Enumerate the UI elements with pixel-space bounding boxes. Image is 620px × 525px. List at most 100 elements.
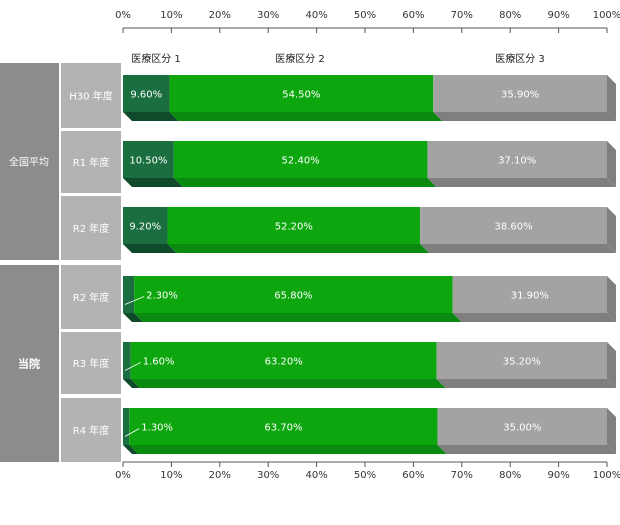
top-tick-label: 90% bbox=[547, 10, 569, 21]
row-label: R4 年度 bbox=[73, 424, 110, 437]
bar-segment-series-3 bbox=[420, 207, 607, 244]
bar-segment-bottom-series-1 bbox=[123, 112, 179, 121]
data-label-series-1: 9.60% bbox=[130, 90, 162, 101]
top-tick-label: 50% bbox=[354, 10, 376, 21]
group-panel bbox=[0, 63, 59, 260]
row-label-panel bbox=[61, 196, 121, 260]
legend-label-series-2: 医療区分 2 bbox=[275, 52, 325, 65]
bar-segment-bottom-series-3 bbox=[437, 445, 616, 454]
bar-segment-series-3 bbox=[436, 342, 607, 379]
bar-segment-series-2 bbox=[129, 408, 438, 445]
row-label: R1 年度 bbox=[73, 156, 110, 169]
bar-segment-series-1 bbox=[123, 75, 170, 112]
group-panel bbox=[0, 265, 59, 462]
bar-segment-bottom-series-2 bbox=[173, 178, 437, 187]
leader-line bbox=[124, 428, 140, 437]
bar-end-cap bbox=[607, 75, 616, 121]
bar-segment-bottom-series-3 bbox=[420, 244, 616, 253]
row-label-panel bbox=[61, 398, 121, 462]
top-tick-label: 60% bbox=[402, 10, 424, 21]
data-label-series-1: 9.20% bbox=[129, 222, 161, 233]
data-label-series-2: 63.20% bbox=[265, 357, 303, 368]
data-label-series-2: 52.40% bbox=[282, 156, 320, 167]
data-label-series-1: 2.30% bbox=[146, 291, 178, 302]
bar-segment-bottom-series-3 bbox=[452, 313, 616, 322]
group-label: 当院 bbox=[18, 357, 40, 371]
bottom-tick-label: 70% bbox=[451, 470, 473, 481]
bar-end-cap bbox=[607, 408, 616, 454]
bottom-tick-label: 30% bbox=[257, 470, 279, 481]
bar-segment-series-3 bbox=[433, 75, 607, 112]
data-label-series-2: 65.80% bbox=[274, 291, 312, 302]
bar-segment-series-3 bbox=[427, 141, 607, 178]
data-label-series-3: 37.10% bbox=[498, 156, 536, 167]
bar-end-cap bbox=[607, 342, 616, 388]
bottom-tick-label: 10% bbox=[160, 470, 182, 481]
data-label-series-1: 10.50% bbox=[129, 156, 167, 167]
bar-segment-series-2 bbox=[173, 141, 428, 178]
bar-segment-bottom-series-2 bbox=[167, 244, 430, 253]
legend-label-series-3: 医療区分 3 bbox=[495, 52, 545, 65]
bar-segment-series-3 bbox=[437, 408, 607, 445]
bar-end-cap bbox=[607, 207, 616, 253]
bar-segment-series-1 bbox=[123, 342, 131, 379]
row-label-panel bbox=[61, 63, 121, 128]
bar-segment-bottom-series-3 bbox=[427, 178, 616, 187]
data-label-series-2: 54.50% bbox=[282, 90, 320, 101]
top-tick-label: 0% bbox=[115, 10, 131, 21]
bar-segment-bottom-series-2 bbox=[169, 112, 443, 121]
bar-segment-bottom-series-1 bbox=[123, 178, 183, 187]
data-label-series-3: 31.90% bbox=[511, 291, 549, 302]
bar-segment-series-2 bbox=[169, 75, 434, 112]
bar-segment-series-1 bbox=[123, 141, 174, 178]
top-tick-label: 80% bbox=[499, 10, 521, 21]
leader-line bbox=[124, 296, 145, 305]
row-label-panel bbox=[61, 265, 121, 329]
bar-segment-series-2 bbox=[167, 207, 421, 244]
row-label: H30 年度 bbox=[69, 90, 112, 103]
data-label-series-3: 35.00% bbox=[503, 423, 541, 434]
bar-segment-bottom-series-3 bbox=[436, 379, 616, 388]
data-label-series-1: 1.30% bbox=[141, 423, 173, 434]
group-label: 全国平均 bbox=[9, 156, 49, 169]
bar-segment-series-2 bbox=[130, 342, 437, 379]
data-label-series-3: 35.20% bbox=[503, 357, 541, 368]
data-label-series-2: 52.20% bbox=[275, 222, 313, 233]
bottom-tick-label: 60% bbox=[402, 470, 424, 481]
bottom-tick-label: 0% bbox=[115, 470, 131, 481]
bottom-tick-label: 20% bbox=[209, 470, 231, 481]
bar-end-cap bbox=[607, 141, 616, 187]
top-tick-label: 20% bbox=[209, 10, 231, 21]
top-tick-label: 30% bbox=[257, 10, 279, 21]
top-tick-label: 10% bbox=[160, 10, 182, 21]
bottom-tick-label: 100% bbox=[593, 470, 620, 481]
row-label: R2 年度 bbox=[73, 222, 110, 235]
bar-segment-series-1 bbox=[123, 276, 135, 313]
bar-segment-bottom-series-1 bbox=[123, 313, 144, 322]
top-tick-label: 100% bbox=[593, 10, 620, 21]
bottom-tick-label: 90% bbox=[547, 470, 569, 481]
row-label: R3 年度 bbox=[73, 357, 110, 370]
data-label-series-3: 35.90% bbox=[501, 90, 539, 101]
leader-line bbox=[124, 362, 141, 371]
bar-segment-bottom-series-1 bbox=[123, 379, 140, 388]
bar-end-cap bbox=[607, 276, 616, 322]
bottom-tick-label: 80% bbox=[499, 470, 521, 481]
bar-segment-series-2 bbox=[134, 276, 453, 313]
bar-segment-series-1 bbox=[123, 207, 168, 244]
bar-segment-series-3 bbox=[452, 276, 607, 313]
row-label: R2 年度 bbox=[73, 291, 110, 304]
bottom-tick-label: 40% bbox=[305, 470, 327, 481]
bar-segment-bottom-series-2 bbox=[130, 379, 446, 388]
bar-segment-bottom-series-2 bbox=[134, 313, 462, 322]
bar-segment-bottom-series-2 bbox=[129, 445, 447, 454]
bar-segment-series-1 bbox=[123, 408, 130, 445]
data-label-series-1: 1.60% bbox=[143, 357, 175, 368]
top-tick-label: 40% bbox=[305, 10, 327, 21]
bar-segment-bottom-series-3 bbox=[433, 112, 616, 121]
row-label-panel bbox=[61, 131, 121, 193]
bar-segment-bottom-series-1 bbox=[123, 445, 139, 454]
bar-segment-bottom-series-1 bbox=[123, 244, 177, 253]
bottom-tick-label: 50% bbox=[354, 470, 376, 481]
